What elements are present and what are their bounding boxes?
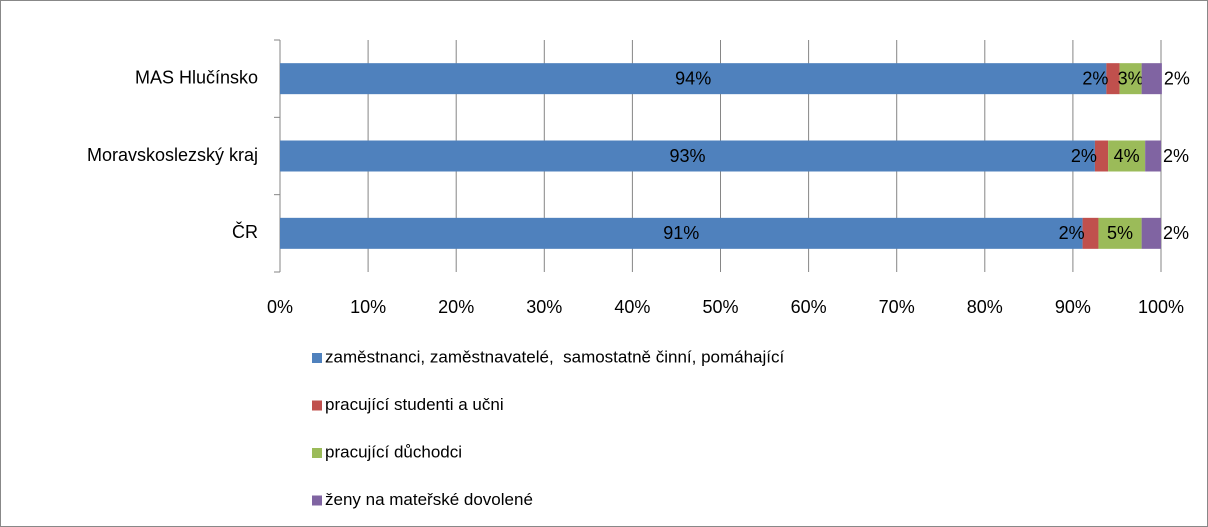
bar-segment	[1108, 140, 1146, 172]
x-tick-label: 60%	[791, 297, 827, 317]
x-tick-label: 0%	[267, 297, 293, 317]
x-tick-label: 70%	[879, 297, 915, 317]
x-tick-label: 50%	[702, 297, 738, 317]
legend-swatch	[312, 400, 322, 411]
bar-segment	[1098, 217, 1142, 249]
data-label: 2%	[1164, 68, 1190, 88]
bar-segment	[1145, 140, 1161, 172]
data-label: 2%	[1059, 223, 1085, 243]
data-label: 3%	[1118, 68, 1144, 88]
x-tick-label: 80%	[967, 297, 1003, 317]
data-label: 2%	[1071, 146, 1097, 166]
bar-segment	[1141, 63, 1162, 95]
bar-segment	[280, 217, 1083, 249]
legend-label: ženy na mateřské dovolené	[325, 490, 533, 509]
data-label: 94%	[675, 68, 711, 88]
bar-segment	[280, 140, 1095, 172]
x-tick-label: 40%	[614, 297, 650, 317]
bar-segment	[1082, 217, 1099, 249]
legend-swatch	[312, 448, 322, 458]
x-tick-label: 90%	[1055, 297, 1091, 317]
bar-segment	[1141, 217, 1161, 249]
data-label: 93%	[669, 146, 705, 166]
x-tick-label: 10%	[350, 297, 386, 317]
x-tick-label: 20%	[438, 297, 474, 317]
legend-label: pracující důchodci	[325, 442, 462, 461]
data-label: 2%	[1163, 223, 1189, 243]
legend-label: pracující studenti a učni	[325, 395, 504, 414]
bar-segment	[1106, 63, 1120, 95]
bar-segment	[1094, 140, 1109, 172]
data-label: 2%	[1082, 68, 1108, 88]
y-tick-label: MAS Hlučínsko	[135, 67, 258, 87]
legend-swatch	[312, 495, 322, 506]
data-label: 4%	[1114, 146, 1140, 166]
bar-segment	[1119, 63, 1142, 95]
x-tick-label: 30%	[526, 297, 562, 317]
data-label: 91%	[663, 223, 699, 243]
data-label: 5%	[1107, 223, 1133, 243]
y-tick-label: Moravskoslezský kraj	[87, 145, 258, 165]
data-label: 2%	[1163, 146, 1189, 166]
legend-swatch	[312, 353, 322, 363]
x-tick-label: 100%	[1138, 297, 1184, 317]
y-tick-label: ČR	[232, 221, 258, 242]
legend-label: zaměstnanci, zaměstnavatelé, samostatně …	[325, 347, 785, 366]
bar-segment	[280, 63, 1107, 95]
